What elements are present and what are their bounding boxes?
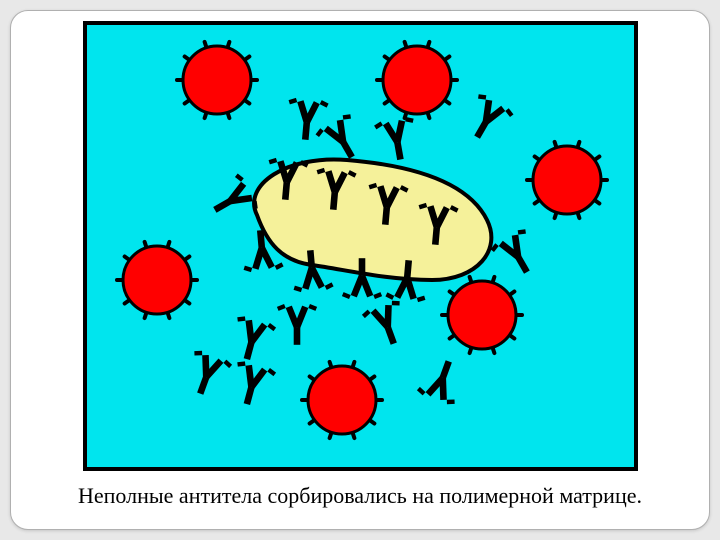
diagram-svg (87, 25, 634, 467)
slide-frame: Неполные антитела сорбировались на полим… (10, 10, 710, 530)
caption-text: Неполные антитела сорбировались на полим… (11, 483, 709, 509)
diagram-container (83, 21, 638, 471)
